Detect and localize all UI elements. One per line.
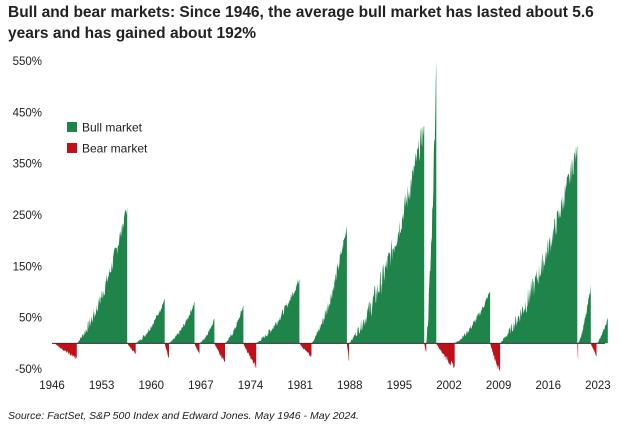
x-tick-label: 1995: [387, 380, 413, 392]
legend-swatch: [67, 143, 77, 153]
x-tick-label: 2009: [486, 380, 512, 392]
bear-market-area: [214, 343, 225, 362]
bull-market-area: [578, 284, 591, 344]
x-tick-label: 2016: [535, 380, 561, 392]
bear-market-area: [299, 343, 312, 358]
x-tick-label: 2002: [436, 380, 462, 392]
bear-market-area: [346, 343, 350, 361]
bull-market-area: [311, 225, 347, 344]
x-tick-label: 1960: [138, 380, 164, 392]
chart-title: Bull and bear markets: Since 1946, the a…: [8, 4, 594, 42]
x-tick-label: 1953: [89, 380, 115, 392]
bear-market-area: [164, 343, 169, 358]
bull-market-area: [454, 291, 491, 344]
x-tick-label: 1967: [188, 380, 214, 392]
y-tick-label: 350%: [13, 159, 42, 171]
bear-market-series: [54, 343, 597, 373]
bear-market-area: [54, 343, 77, 359]
bull-market-area: [596, 317, 608, 344]
bull-market-area: [135, 299, 165, 344]
bear-market-area: [243, 343, 257, 368]
x-tick-label: 1946: [39, 380, 65, 392]
bull-market-area: [256, 278, 300, 344]
y-tick-label: -50%: [15, 364, 42, 376]
x-axis-ticks: 1946 1953 1960 1967 1974 1981 1988 1995 2002 2009…: [39, 380, 611, 392]
y-tick-label: 550%: [13, 56, 42, 68]
bear-market-area: [127, 343, 136, 354]
x-tick-label: 2023: [585, 380, 611, 392]
bull-market-area: [199, 318, 215, 344]
source-note: Source: FactSet, S&P 500 Index and Edwar…: [8, 410, 359, 422]
bear-market-area: [194, 343, 200, 355]
y-tick-label: 450%: [13, 107, 42, 119]
bear-market-area: [424, 343, 427, 354]
bear-market-area: [590, 343, 597, 357]
legend: Bull market Bear market: [67, 121, 148, 156]
y-tick-label: 250%: [13, 210, 42, 222]
bear-market-area: [490, 343, 501, 373]
x-tick-label: 1981: [287, 380, 313, 392]
y-tick-label: 50%: [19, 313, 42, 325]
bull-market-area: [225, 305, 244, 344]
legend-swatch: [67, 122, 77, 132]
bull-market-area: [76, 206, 128, 344]
x-tick-label: 1974: [238, 380, 264, 392]
bull-market-area: [500, 146, 578, 344]
bull-market-area: [349, 126, 425, 344]
bull-market-area: [426, 61, 437, 344]
y-tick-label: 150%: [13, 261, 42, 273]
x-tick-label: 1988: [337, 380, 363, 392]
bull-market-area: [169, 302, 195, 344]
y-axis-ticks: 550% 450% 350% 250% 150% 50% -50%: [13, 56, 42, 376]
bull-market-series: [76, 61, 608, 344]
bear-market-area: [577, 343, 579, 361]
bear-market-area: [436, 343, 455, 369]
legend-label: Bear market: [82, 142, 148, 156]
legend-label: Bull market: [82, 121, 143, 135]
